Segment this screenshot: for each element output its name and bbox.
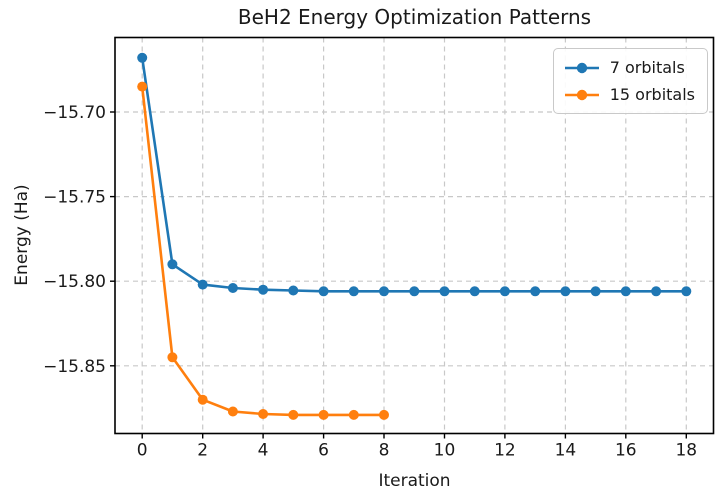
svg-text:10: 10	[434, 441, 456, 461]
chart-title: BeH2 Energy Optimization Patterns	[237, 5, 592, 29]
svg-text:−15.85: −15.85	[43, 357, 106, 377]
svg-text:2: 2	[197, 441, 208, 461]
svg-text:8: 8	[379, 441, 390, 461]
legend-line-marker-icon	[564, 88, 600, 102]
legend-item-15-orbitals: 15 orbitals	[564, 82, 695, 107]
svg-text:12: 12	[494, 441, 516, 461]
svg-text:−15.80: −15.80	[43, 272, 106, 292]
svg-text:6: 6	[318, 441, 329, 461]
legend-line-marker-icon	[564, 61, 600, 75]
svg-text:0: 0	[137, 441, 148, 461]
legend: 7 orbitals 15 orbitals	[552, 48, 708, 114]
x-axis-label: Iteration	[378, 471, 451, 491]
svg-text:16: 16	[615, 441, 637, 461]
svg-text:−15.70: −15.70	[43, 103, 106, 123]
svg-text:−15.75: −15.75	[43, 188, 106, 208]
svg-text:4: 4	[258, 441, 269, 461]
legend-label: 15 orbitals	[609, 85, 695, 104]
svg-text:18: 18	[675, 441, 697, 461]
legend-item-7-orbitals: 7 orbitals	[564, 55, 695, 80]
svg-text:14: 14	[555, 441, 577, 461]
legend-label: 7 orbitals	[609, 58, 685, 77]
